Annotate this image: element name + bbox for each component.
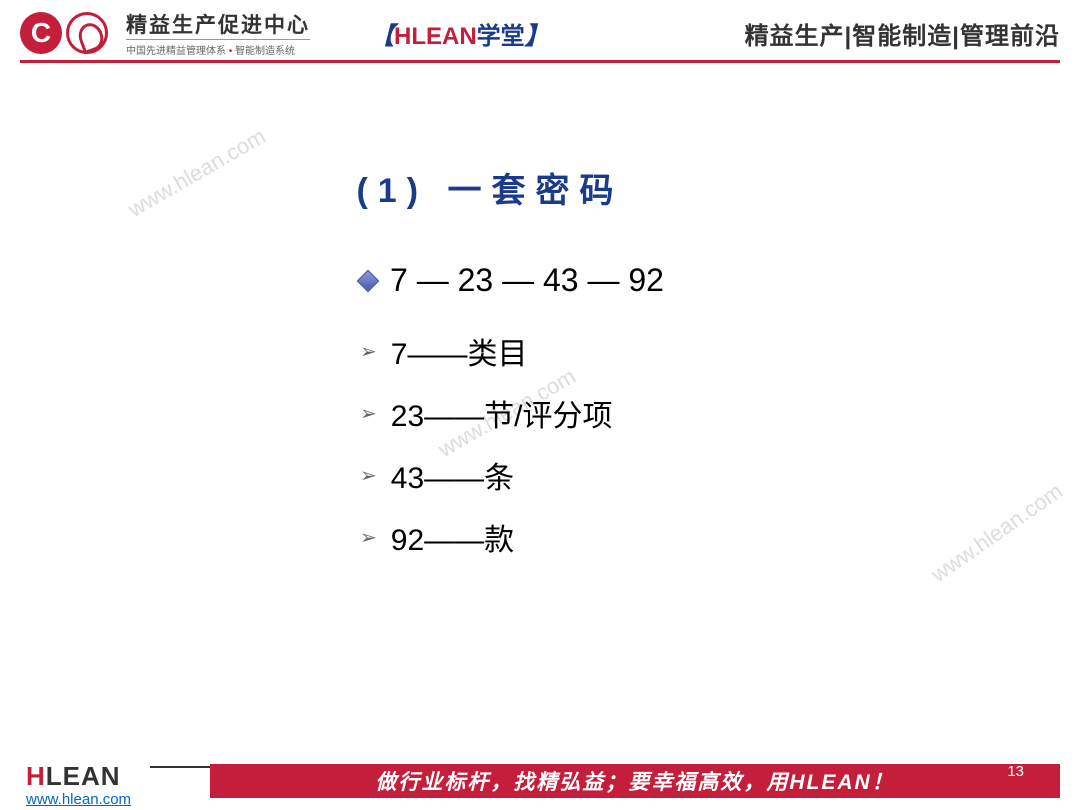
list-item: ➢ 43——条	[360, 453, 1080, 497]
footer-logo: HLEAN	[26, 761, 121, 792]
header-center: 【HLEAN学堂】	[370, 16, 549, 51]
brand-text: HLEAN	[394, 23, 477, 50]
logo-circle-icon	[66, 12, 108, 54]
content-area: (1) 一套密码 7 — 23 — 43 — 92 ➢ 7——类目 ➢ 23——…	[0, 63, 1080, 559]
bracket-right: 】	[525, 23, 549, 50]
arrow-bullet-icon: ➢	[360, 525, 377, 550]
header-right-text: 精益生产|智能制造|管理前沿	[745, 16, 1060, 51]
footer: HLEAN www.hlean.com 做行业标杆，找精弘益；要幸福高效，用HL…	[0, 750, 1080, 810]
footer-bar: 做行业标杆，找精弘益；要幸福高效，用HLEAN！ 13	[210, 764, 1060, 798]
arrow-bullet-icon: ➢	[360, 463, 377, 488]
diamond-bullet-icon	[357, 269, 380, 292]
company-main-text: 精益生产促进中心	[126, 9, 310, 39]
company-name: 精益生产促进中心 中国先进精益管理体系 • 智能制造系统	[126, 9, 310, 57]
main-code-text: 7 — 23 — 43 — 92	[390, 262, 664, 299]
footer-logo-line	[150, 766, 210, 768]
xuetang-text: 学堂	[477, 23, 525, 50]
sub-list: ➢ 7——类目 ➢ 23——节/评分项 ➢ 43——条 ➢ 92——款	[360, 329, 1080, 559]
main-code-row: 7 — 23 — 43 — 92	[360, 262, 1080, 299]
page-number: 13	[1007, 763, 1024, 780]
list-item: ➢ 23——节/评分项	[360, 391, 1080, 435]
list-item: ➢ 7——类目	[360, 329, 1080, 373]
logo-c-icon	[20, 12, 62, 54]
slide-title: (1) 一套密码	[0, 163, 1080, 212]
logo-group: 精益生产促进中心 中国先进精益管理体系 • 智能制造系统	[20, 9, 310, 57]
footer-slogan: 做行业标杆，找精弘益；要幸福高效，用HLEAN！	[375, 766, 894, 796]
arrow-bullet-icon: ➢	[360, 339, 377, 364]
list-item: ➢ 92——款	[360, 515, 1080, 559]
company-sub-text: 中国先进精益管理体系 • 智能制造系统	[126, 39, 310, 57]
bracket-left: 【	[370, 23, 394, 50]
footer-url: www.hlean.com	[26, 791, 131, 808]
header: 精益生产促进中心 中国先进精益管理体系 • 智能制造系统 【HLEAN学堂】 精…	[0, 0, 1080, 60]
arrow-bullet-icon: ➢	[360, 401, 377, 426]
